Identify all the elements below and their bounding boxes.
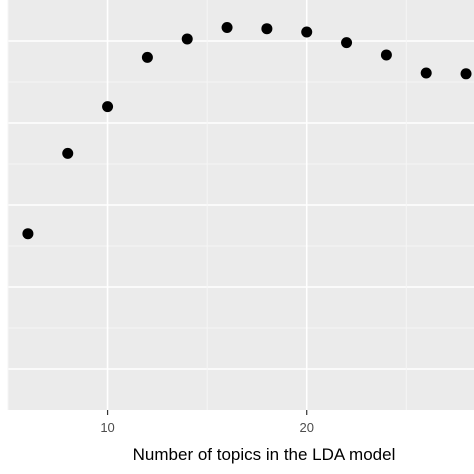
data-point	[22, 228, 34, 240]
data-point	[380, 49, 392, 61]
x-axis-title: Number of topics in the LDA model	[133, 445, 396, 464]
x-tick-label: 20	[299, 420, 313, 435]
data-point	[341, 37, 353, 49]
data-point	[221, 21, 233, 33]
x-axis-ticks: 10 20	[100, 410, 314, 435]
data-point	[420, 67, 432, 79]
data-point	[102, 101, 114, 113]
data-point	[301, 26, 313, 38]
gridlines	[7, 0, 474, 410]
data-point	[181, 33, 193, 45]
data-point	[141, 51, 153, 63]
x-tick-label: 10	[100, 420, 114, 435]
data-point	[62, 147, 74, 159]
data-point	[460, 68, 472, 80]
data-point	[261, 23, 273, 35]
data-points	[22, 21, 472, 240]
